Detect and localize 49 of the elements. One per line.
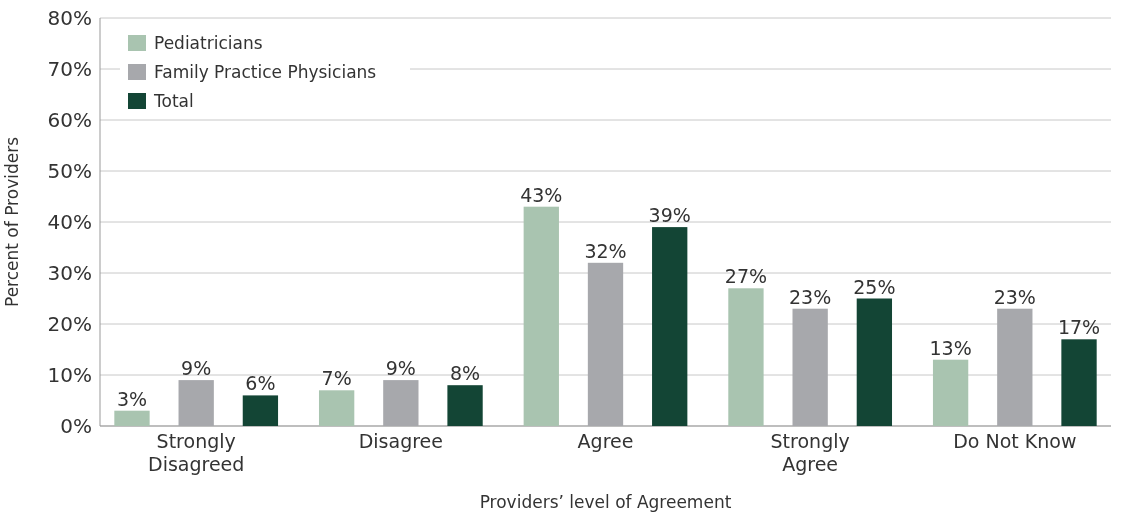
x-tick-label: Do Not Know	[953, 430, 1077, 452]
bar	[728, 288, 764, 426]
data-label: 9%	[181, 357, 212, 380]
y-tick-label: 10%	[47, 363, 92, 387]
data-label: 7%	[321, 367, 352, 390]
legend-label: Total	[153, 90, 194, 111]
y-tick-label: 30%	[47, 261, 92, 285]
data-label: 17%	[1057, 316, 1101, 339]
x-tick-label: Disagree	[358, 430, 443, 452]
x-tick-label: Strongly Agree	[770, 430, 850, 475]
legend-label: Family Practice Physicians	[154, 61, 377, 82]
y-tick-label: 0%	[60, 414, 92, 438]
bar	[856, 298, 893, 426]
y-tick-label: 40%	[47, 210, 92, 234]
bar	[792, 308, 828, 426]
data-label: 23%	[993, 285, 1036, 308]
x-tick-label: Agree	[577, 430, 634, 452]
data-label: 23%	[789, 285, 832, 308]
bar	[318, 390, 355, 426]
legend-label: Pediatricians	[154, 32, 263, 53]
data-label: 6%	[245, 372, 276, 395]
y-axis-title: Percent of Providers	[2, 136, 22, 308]
bar	[242, 395, 279, 426]
bar	[447, 385, 483, 426]
bar	[114, 410, 150, 426]
bar	[587, 262, 624, 426]
bar	[652, 227, 688, 426]
bar	[383, 380, 419, 426]
data-label: 39%	[648, 204, 691, 227]
bar	[997, 308, 1033, 426]
y-tick-label: 20%	[47, 312, 92, 336]
data-label: 43%	[520, 183, 563, 206]
y-tick-label: 70%	[47, 57, 92, 81]
data-label: 25%	[853, 275, 896, 298]
data-label: 9%	[385, 357, 416, 380]
y-tick-label: 80%	[47, 6, 92, 30]
y-tick-label: 60%	[47, 108, 92, 132]
bar	[178, 380, 214, 426]
bar	[932, 359, 969, 426]
bar	[523, 206, 559, 426]
data-label: 27%	[724, 265, 768, 288]
x-axis-title: Providers’ level of Agreement	[479, 492, 732, 512]
x-tick-label: Strongly Disagreed	[148, 430, 245, 475]
data-label: 32%	[584, 239, 627, 262]
data-label: 8%	[449, 362, 481, 385]
y-tick-label: 50%	[47, 159, 92, 183]
data-label: 3%	[116, 387, 148, 410]
data-label: 13%	[929, 336, 972, 359]
bar	[1061, 339, 1097, 426]
